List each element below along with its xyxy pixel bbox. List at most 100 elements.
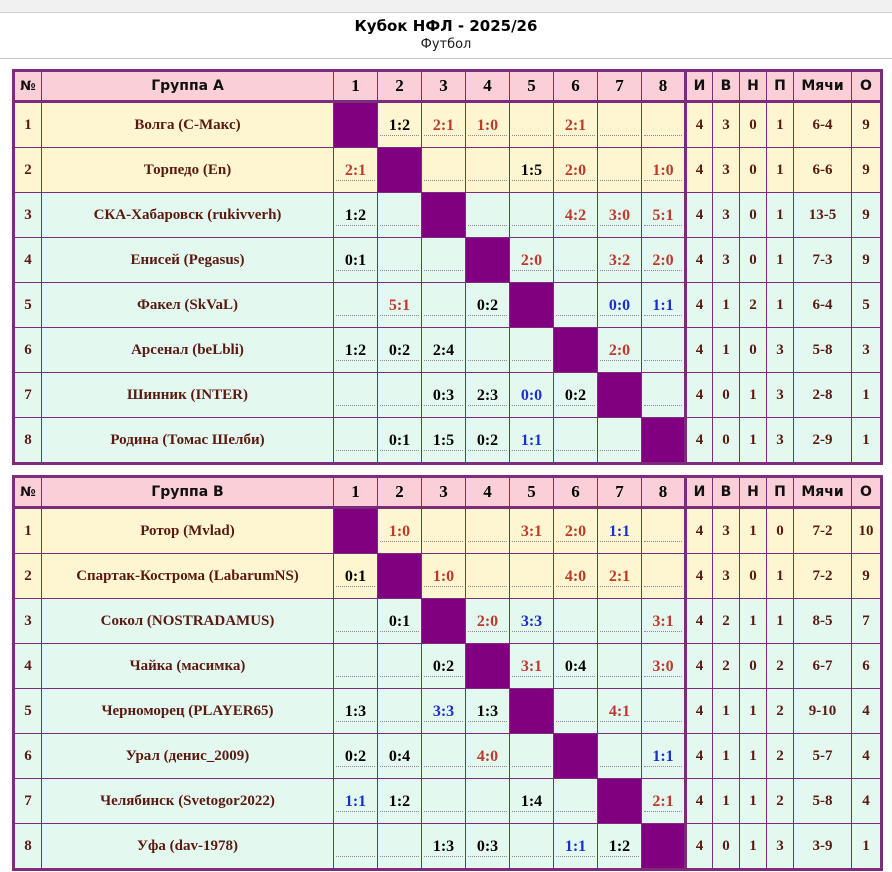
- table-row[interactable]: 4 Енисей (Pegasus) 0:1 2:0 3:2 2:0 4 3 0 1 7-3 9: [13, 237, 882, 283]
- table-row[interactable]: 6 Урал (денис_2009) 0:2 0:4 4:0 1:1 4 1 1 2 5-7 4: [13, 733, 882, 779]
- match-result-cell[interactable]: [333, 282, 378, 328]
- match-result-cell[interactable]: 2:0: [509, 237, 554, 283]
- match-result-cell[interactable]: 2:1: [553, 101, 598, 148]
- match-result-cell[interactable]: [641, 101, 686, 148]
- match-result-cell[interactable]: [465, 507, 510, 554]
- match-result-cell[interactable]: 1:0: [465, 101, 510, 148]
- match-result-cell[interactable]: [509, 733, 554, 779]
- match-result-cell[interactable]: 1:4: [509, 778, 554, 824]
- match-result-cell[interactable]: 1:0: [421, 553, 466, 599]
- match-result-cell[interactable]: 0:4: [553, 643, 598, 689]
- match-result-cell[interactable]: [553, 282, 598, 328]
- team-name[interactable]: Чайка (масимка): [41, 643, 334, 689]
- match-result-cell[interactable]: [553, 598, 598, 644]
- match-result-cell[interactable]: 0:2: [421, 643, 466, 689]
- team-name[interactable]: Енисей (Pegasus): [41, 237, 334, 283]
- team-name[interactable]: Сокол (NOSTRADAMUS): [41, 598, 334, 644]
- match-result-cell[interactable]: [377, 643, 422, 689]
- match-result-cell[interactable]: [641, 553, 686, 599]
- match-result-cell[interactable]: [377, 237, 422, 283]
- table-row[interactable]: 6 Арсенал (beLbli) 1:2 0:2 2:4 2:0 4 1 0 3 5-8 3: [13, 327, 882, 373]
- match-result-cell[interactable]: 3:1: [509, 643, 554, 689]
- match-result-cell[interactable]: 1:1: [641, 282, 686, 328]
- table-row[interactable]: 3 Сокол (NOSTRADAMUS) 0:1 2:0 3:3 3:1 4 2 1 1 8-5 7: [13, 598, 882, 644]
- match-result-cell[interactable]: 1:1: [553, 823, 598, 870]
- team-name[interactable]: Челябинск (Svetogor2022): [41, 778, 334, 824]
- match-result-cell[interactable]: [641, 688, 686, 734]
- match-result-cell[interactable]: 0:1: [377, 598, 422, 644]
- match-result-cell[interactable]: 1:0: [641, 147, 686, 193]
- match-result-cell[interactable]: 1:1: [333, 778, 378, 824]
- match-result-cell[interactable]: 0:2: [333, 733, 378, 779]
- table-row[interactable]: 2 Торпедо (En) 2:1 1:5 2:0 1:0 4 3 0 1 6-6 9: [13, 147, 882, 193]
- match-result-cell[interactable]: 2:0: [553, 507, 598, 554]
- match-result-cell[interactable]: [333, 372, 378, 418]
- match-result-cell[interactable]: 1:3: [465, 688, 510, 734]
- table-row[interactable]: 2 Спартак-Кострома (LabarumNS) 0:1 1:0 4:0 2:…: [13, 553, 882, 599]
- match-result-cell[interactable]: 2:1: [333, 147, 378, 193]
- match-result-cell[interactable]: [333, 417, 378, 464]
- match-result-cell[interactable]: 2:3: [465, 372, 510, 418]
- match-result-cell[interactable]: 2:0: [641, 237, 686, 283]
- match-result-cell[interactable]: 0:2: [377, 327, 422, 373]
- match-result-cell[interactable]: 3:0: [641, 643, 686, 689]
- match-result-cell[interactable]: [421, 237, 466, 283]
- table-row[interactable]: 5 Черноморец (PLAYER65) 1:3 3:3 1:3 4:1 4 1 1 2 9-…: [13, 688, 882, 734]
- match-result-cell[interactable]: 1:1: [641, 733, 686, 779]
- match-result-cell[interactable]: [509, 101, 554, 148]
- match-result-cell[interactable]: [509, 823, 554, 870]
- team-name[interactable]: Уфа (dav-1978): [41, 823, 334, 870]
- match-result-cell[interactable]: 2:0: [553, 147, 598, 193]
- table-row[interactable]: 1 Волга (С-Макс) 1:2 2:1 1:0 2:1 4 3 0 1 6-4 9: [13, 101, 882, 148]
- match-result-cell[interactable]: [597, 598, 642, 644]
- team-name[interactable]: Родина (Томас Шелби): [41, 417, 334, 464]
- match-result-cell[interactable]: 5:1: [641, 192, 686, 238]
- match-result-cell[interactable]: [509, 192, 554, 238]
- team-name[interactable]: Шинник (INTER): [41, 372, 334, 418]
- match-result-cell[interactable]: 2:4: [421, 327, 466, 373]
- match-result-cell[interactable]: 1:1: [597, 507, 642, 554]
- match-result-cell[interactable]: 3:2: [597, 237, 642, 283]
- match-result-cell[interactable]: [553, 417, 598, 464]
- match-result-cell[interactable]: 2:1: [641, 778, 686, 824]
- match-result-cell[interactable]: [465, 147, 510, 193]
- match-result-cell[interactable]: [333, 823, 378, 870]
- match-result-cell[interactable]: 4:1: [597, 688, 642, 734]
- match-result-cell[interactable]: [421, 778, 466, 824]
- match-result-cell[interactable]: 4:2: [553, 192, 598, 238]
- match-result-cell[interactable]: 1:1: [509, 417, 554, 464]
- match-result-cell[interactable]: [597, 101, 642, 148]
- match-result-cell[interactable]: [421, 147, 466, 193]
- match-result-cell[interactable]: [465, 327, 510, 373]
- match-result-cell[interactable]: 2:0: [465, 598, 510, 644]
- team-name[interactable]: СКА-Хабаровск (rukivverh): [41, 192, 334, 238]
- match-result-cell[interactable]: 1:0: [377, 507, 422, 554]
- match-result-cell[interactable]: [377, 372, 422, 418]
- team-name[interactable]: Спартак-Кострома (LabarumNS): [41, 553, 334, 599]
- match-result-cell[interactable]: 1:2: [333, 327, 378, 373]
- team-name[interactable]: Торпедо (En): [41, 147, 334, 193]
- team-name[interactable]: Урал (денис_2009): [41, 733, 334, 779]
- match-result-cell[interactable]: 3:3: [421, 688, 466, 734]
- match-result-cell[interactable]: 1:2: [377, 778, 422, 824]
- match-result-cell[interactable]: [421, 507, 466, 554]
- match-result-cell[interactable]: 4:0: [465, 733, 510, 779]
- match-result-cell[interactable]: [553, 688, 598, 734]
- team-name[interactable]: Ротор (Mvlad): [41, 507, 334, 554]
- match-result-cell[interactable]: [553, 237, 598, 283]
- match-result-cell[interactable]: [333, 598, 378, 644]
- match-result-cell[interactable]: 1:2: [333, 192, 378, 238]
- team-name[interactable]: Арсенал (beLbli): [41, 327, 334, 373]
- match-result-cell[interactable]: 3:0: [597, 192, 642, 238]
- match-result-cell[interactable]: 1:3: [421, 823, 466, 870]
- match-result-cell[interactable]: [509, 327, 554, 373]
- match-result-cell[interactable]: [465, 778, 510, 824]
- match-result-cell[interactable]: [509, 553, 554, 599]
- table-row[interactable]: 7 Челябинск (Svetogor2022) 1:1 1:2 1:4 2:1 4 1 1…: [13, 778, 882, 824]
- table-row[interactable]: 5 Факел (SkVaL) 5:1 0:2 0:0 1:1 4 1 2 1 6-4 5: [13, 282, 882, 328]
- match-result-cell[interactable]: 0:0: [597, 282, 642, 328]
- match-result-cell[interactable]: [553, 778, 598, 824]
- match-result-cell[interactable]: 0:1: [333, 553, 378, 599]
- match-result-cell[interactable]: [333, 643, 378, 689]
- match-result-cell[interactable]: [597, 417, 642, 464]
